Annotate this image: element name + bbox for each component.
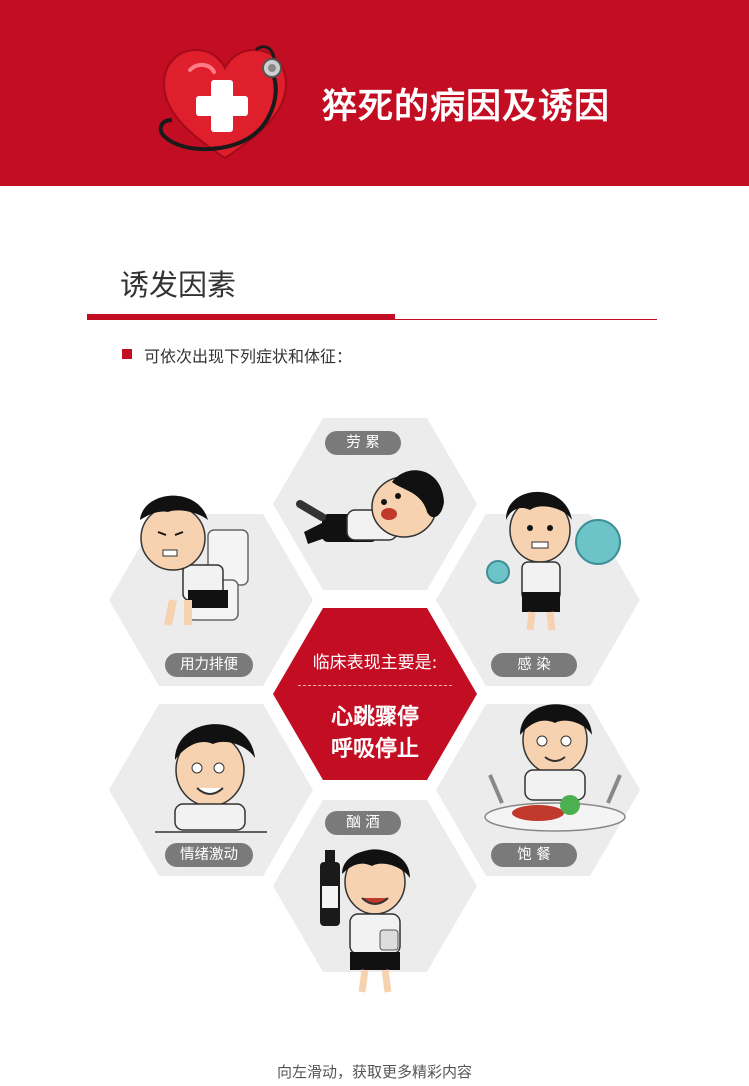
tired-boy-icon <box>296 470 444 544</box>
center-symptoms: 心跳骤停 呼吸停止 <box>300 702 450 766</box>
label-emotion: 情绪激动 <box>165 843 253 867</box>
symptom-respiratory-arrest: 呼吸停止 <box>330 737 419 762</box>
hex-center <box>273 608 477 780</box>
label-meal: 饱 餐 <box>491 843 577 867</box>
center-caption: 临床表现主要是: <box>312 653 438 673</box>
label-tired: 劳 累 <box>325 431 401 455</box>
toilet-boy-icon <box>140 495 249 626</box>
symptom-cardiac-arrest: 心跳骤停 <box>330 705 419 730</box>
center-divider <box>298 685 452 686</box>
header-banner: 猝死的病因及诱因 <box>0 0 749 186</box>
section-divider-accent <box>87 314 395 320</box>
section-title: 诱发因素 <box>120 268 237 302</box>
heart-stethoscope-icon <box>158 45 288 160</box>
footer-swipe-hint: 向左滑动，获取更多精彩内容 <box>276 1063 472 1081</box>
emotional-boy-icon <box>155 724 267 833</box>
page-title: 猝死的病因及诱因 <box>322 87 611 127</box>
label-infection: 感 染 <box>491 653 577 677</box>
eating-boy-icon <box>484 704 626 832</box>
label-alcohol: 酗 酒 <box>325 811 401 835</box>
bullet-text: 可依次出现下列症状和体征： <box>144 347 353 366</box>
drinking-boy-icon <box>320 849 410 993</box>
bullet-square-icon <box>122 349 132 359</box>
label-toilet: 用力排便 <box>165 653 253 677</box>
virus-boy-icon <box>486 491 621 631</box>
